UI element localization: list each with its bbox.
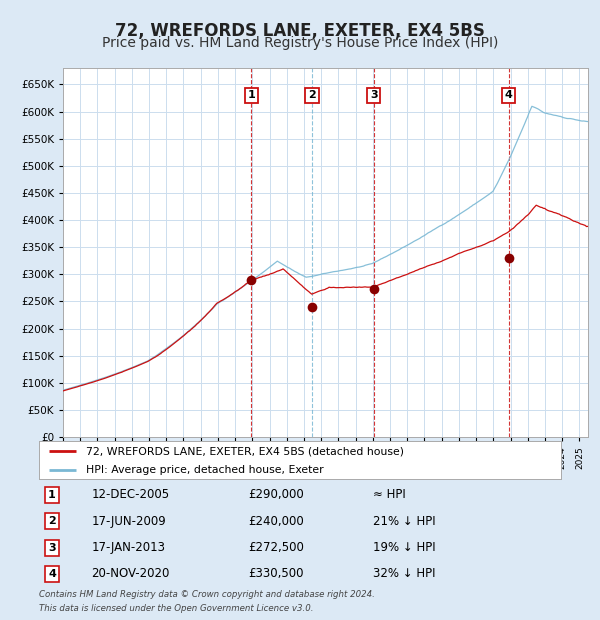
Text: ≈ HPI: ≈ HPI (373, 489, 406, 502)
Text: 12-DEC-2005: 12-DEC-2005 (91, 489, 169, 502)
Text: 21% ↓ HPI: 21% ↓ HPI (373, 515, 436, 528)
Text: 3: 3 (370, 91, 377, 100)
Text: £240,000: £240,000 (248, 515, 304, 528)
Text: 17-JUN-2009: 17-JUN-2009 (91, 515, 166, 528)
Text: 2: 2 (308, 91, 316, 100)
Text: 3: 3 (48, 542, 56, 552)
Text: 4: 4 (48, 569, 56, 579)
Text: Contains HM Land Registry data © Crown copyright and database right 2024.: Contains HM Land Registry data © Crown c… (39, 590, 375, 600)
Text: HPI: Average price, detached house, Exeter: HPI: Average price, detached house, Exet… (86, 465, 323, 475)
Text: 2: 2 (48, 516, 56, 526)
Text: 19% ↓ HPI: 19% ↓ HPI (373, 541, 436, 554)
Text: 1: 1 (48, 490, 56, 500)
Text: 1: 1 (248, 91, 256, 100)
Text: £330,500: £330,500 (248, 567, 304, 580)
Text: 4: 4 (505, 91, 512, 100)
Text: £290,000: £290,000 (248, 489, 304, 502)
Text: 32% ↓ HPI: 32% ↓ HPI (373, 567, 436, 580)
Text: 17-JAN-2013: 17-JAN-2013 (91, 541, 165, 554)
Text: 20-NOV-2020: 20-NOV-2020 (91, 567, 170, 580)
Text: This data is licensed under the Open Government Licence v3.0.: This data is licensed under the Open Gov… (39, 604, 314, 613)
Text: £272,500: £272,500 (248, 541, 304, 554)
Text: Price paid vs. HM Land Registry's House Price Index (HPI): Price paid vs. HM Land Registry's House … (102, 36, 498, 50)
Text: 72, WREFORDS LANE, EXETER, EX4 5BS (detached house): 72, WREFORDS LANE, EXETER, EX4 5BS (deta… (86, 446, 404, 456)
Text: 72, WREFORDS LANE, EXETER, EX4 5BS: 72, WREFORDS LANE, EXETER, EX4 5BS (115, 22, 485, 40)
